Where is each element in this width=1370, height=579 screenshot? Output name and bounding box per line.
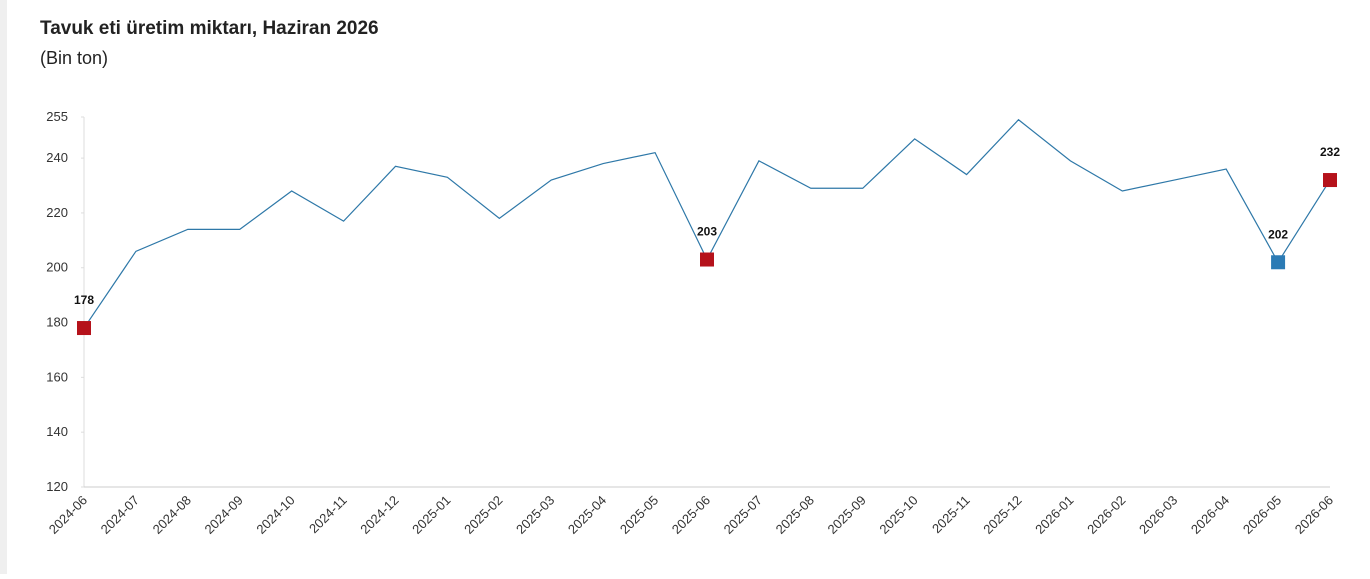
marker bbox=[1323, 173, 1337, 188]
chart-title: Tavuk eti üretim miktarı, Haziran 2026 bbox=[40, 18, 379, 39]
marker bbox=[77, 321, 91, 336]
data-label: 203 bbox=[697, 225, 717, 239]
x-tick-label: 2024-10 bbox=[253, 493, 297, 537]
x-tick-label: 2026-04 bbox=[1188, 493, 1232, 537]
data-label: 202 bbox=[1268, 227, 1288, 241]
y-tick-label: 240 bbox=[46, 150, 68, 165]
data-label: 232 bbox=[1320, 145, 1340, 159]
y-tick-label: 140 bbox=[46, 424, 68, 439]
chart-subtitle: (Bin ton) bbox=[40, 48, 108, 68]
x-tick-label: 2025-02 bbox=[461, 493, 505, 537]
x-tick-label: 2024-12 bbox=[357, 493, 401, 537]
x-tick-label: 2026-01 bbox=[1032, 493, 1076, 537]
x-tick-label: 2025-07 bbox=[721, 493, 765, 537]
x-tick-label: 2026-03 bbox=[1136, 493, 1180, 537]
x-tick-label: 2024-07 bbox=[98, 493, 142, 537]
x-tick-label: 2025-10 bbox=[876, 493, 920, 537]
x-tick-label: 2025-06 bbox=[669, 493, 713, 537]
y-tick-label: 220 bbox=[46, 205, 68, 220]
y-tick-label: 255 bbox=[46, 109, 68, 124]
x-tick-label: 2025-01 bbox=[409, 493, 453, 537]
x-tick-label: 2024-11 bbox=[306, 493, 350, 537]
x-tick-label: 2025-03 bbox=[513, 493, 557, 537]
data-label: 178 bbox=[74, 293, 94, 307]
x-tick-label: 2025-04 bbox=[565, 493, 609, 537]
marker bbox=[1271, 255, 1286, 270]
x-tick-label: 2025-09 bbox=[825, 493, 869, 537]
x-tick-label: 2025-12 bbox=[980, 493, 1024, 537]
x-tick-label: 2025-08 bbox=[773, 493, 817, 537]
x-tick-label: 2024-09 bbox=[202, 493, 246, 537]
marker bbox=[700, 252, 714, 267]
x-tick-label: 2026-06 bbox=[1292, 493, 1336, 537]
y-tick-label: 200 bbox=[46, 260, 68, 275]
x-tick-label: 2026-02 bbox=[1084, 493, 1128, 537]
y-tick-label: 160 bbox=[46, 369, 68, 384]
x-tick-label: 2026-05 bbox=[1240, 493, 1284, 537]
x-tick-label: 2025-11 bbox=[929, 493, 973, 537]
x-tick-label: 2024-08 bbox=[150, 493, 194, 537]
x-tick-label: 2025-05 bbox=[617, 493, 661, 537]
y-tick-label: 180 bbox=[46, 315, 68, 330]
side-strip bbox=[0, 0, 7, 574]
y-tick-label: 120 bbox=[46, 479, 68, 494]
x-tick-label: 2024-06 bbox=[46, 493, 90, 537]
